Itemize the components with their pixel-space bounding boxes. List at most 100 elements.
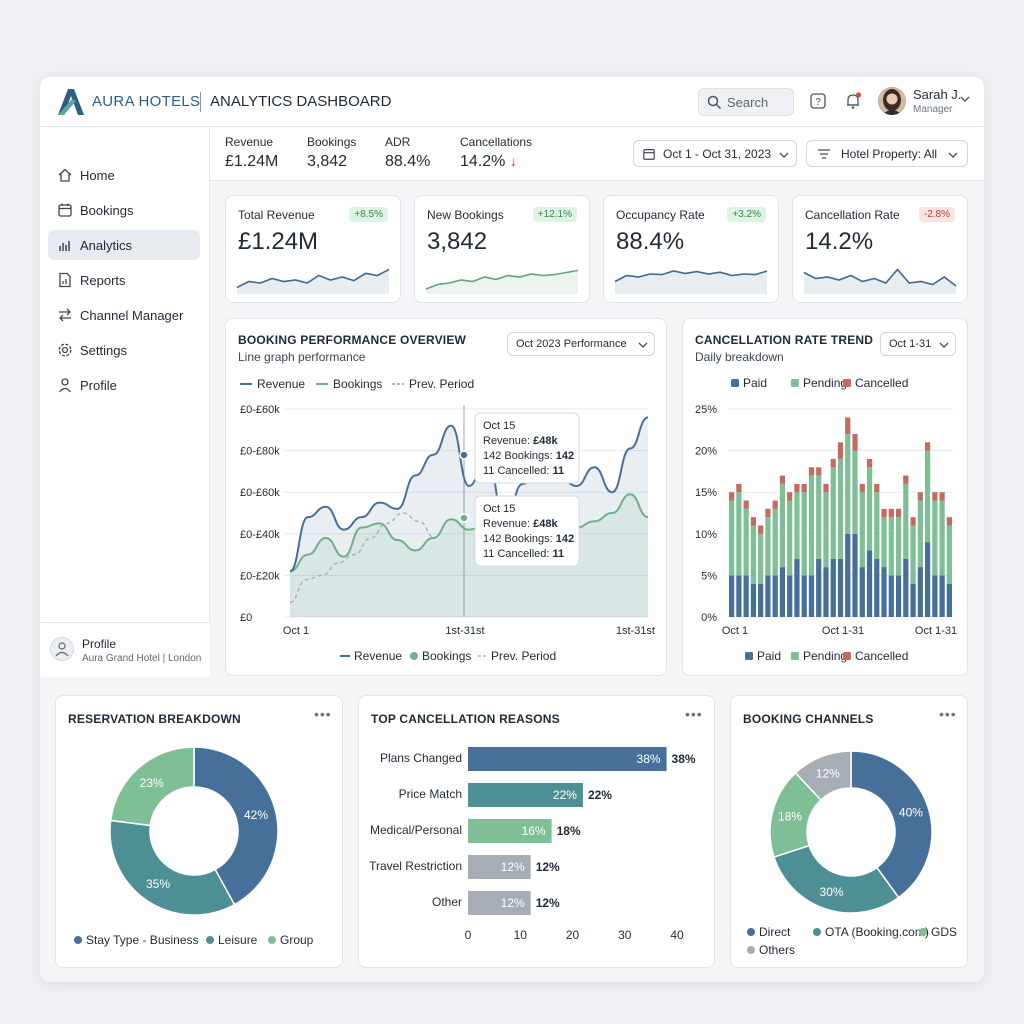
category-label: Travel Restriction: [369, 859, 462, 873]
tooltip-label: Revenue:: [483, 435, 533, 447]
tooltip-value: 11: [553, 548, 565, 560]
sidebar-item-reports[interactable]: Reports: [48, 265, 200, 295]
more-options-icon[interactable]: •••: [685, 706, 703, 722]
report-icon: [59, 272, 71, 288]
sparkline-area: [615, 271, 767, 294]
chart-title: TOP CANCELLATION REASONS: [371, 712, 560, 726]
kpi-label: Total Revenue: [238, 208, 315, 222]
x-tick-label: 10: [514, 928, 528, 942]
bar-pending: [845, 433, 851, 534]
sidebar-item-channel-manager[interactable]: Channel Manager: [48, 300, 200, 330]
performance-dropdown[interactable]: Oct 2023 Performance: [507, 332, 655, 356]
kpi-delta-badge: -2.8%: [918, 207, 955, 222]
chart-subtitle: Line graph performance: [238, 350, 366, 364]
chevron-down-icon[interactable]: [960, 95, 970, 103]
sparkline-area: [804, 269, 956, 294]
x-tick-label: Oct 1-31: [822, 625, 864, 637]
date-dropdown[interactable]: Oct 1-31: [880, 332, 956, 356]
bar-inner-label: 16%: [522, 824, 546, 838]
summary-value: 88.4%: [385, 153, 431, 170]
kpi-value: 3,842: [427, 228, 488, 255]
avatar[interactable]: [878, 87, 906, 115]
legend-label-prev-period: Prev. Period: [409, 377, 474, 391]
bar-paid: [801, 575, 807, 617]
sidebar-profile[interactable]: Profile Aura Grand Hotel | London: [40, 622, 210, 677]
date-range-filter[interactable]: Oct 1 - Oct 31, 2023: [633, 140, 797, 167]
kpi-card-bookings[interactable]: New Bookings +12.1% 3,842: [414, 195, 590, 303]
legend-swatch: [206, 936, 214, 944]
bar-pending: [750, 525, 757, 584]
user-name[interactable]: Sarah J.: [913, 87, 962, 102]
legend-label: Direct: [759, 925, 791, 939]
bar-paid: [910, 583, 916, 617]
bar-pending: [917, 500, 923, 568]
bar-cancelled: [743, 500, 749, 509]
more-options-icon[interactable]: •••: [314, 706, 332, 722]
sparkline-area: [426, 270, 578, 294]
sidebar-item-settings[interactable]: Settings: [48, 335, 200, 365]
kpi-label: Occupancy Rate: [616, 208, 705, 222]
sidebar-item-label: Settings: [80, 343, 127, 358]
legend-swatch: [791, 652, 799, 660]
summary-label: ADR: [385, 135, 411, 149]
bar-cancelled: [808, 467, 815, 476]
sidebar-item-profile[interactable]: Profile: [48, 370, 200, 400]
tooltip-label: Revenue:: [483, 518, 533, 530]
property-filter[interactable]: Hotel Property: All: [806, 140, 968, 167]
filter-icon: [818, 149, 830, 159]
sidebar-item-home[interactable]: Home: [48, 160, 200, 190]
app-window: AURA HOTELS ANALYTICS DASHBOARD Search ?…: [40, 77, 984, 982]
bar-paid: [924, 542, 931, 617]
series-line-revenue: [289, 416, 649, 573]
legend-label: Others: [759, 943, 795, 957]
kpi-card-cancellation[interactable]: Cancellation Rate -2.8% 14.2%: [792, 195, 968, 303]
legend-label-prev-period: Prev. Period: [491, 649, 556, 663]
bar-paid: [903, 558, 909, 617]
user-icon: [58, 378, 72, 393]
legend-label-pending: Pending: [803, 376, 847, 390]
bar-cancelled: [816, 467, 822, 476]
kpi-card-revenue[interactable]: Total Revenue +8.5% £1.24M: [225, 195, 401, 303]
x-tick-label: 30: [618, 928, 632, 942]
kpi-delta-badge: +12.1%: [532, 207, 577, 222]
tooltip-value: 142: [556, 533, 574, 545]
bar-pending: [881, 517, 887, 568]
bar-pending: [779, 483, 786, 568]
y-tick-label: £0-£40k: [240, 529, 280, 541]
series-line-bookings: [289, 493, 649, 573]
brand-name[interactable]: AURA HOTELS: [92, 93, 201, 110]
bar-cancelled: [736, 483, 742, 493]
search-icon: [707, 95, 722, 110]
more-options-icon[interactable]: •••: [939, 706, 957, 722]
legend-label-bookings: Bookings: [422, 649, 471, 663]
summary-label: Bookings: [307, 135, 357, 149]
tooltip-value: 11: [553, 465, 565, 477]
donut-slice: [193, 746, 279, 906]
search-input[interactable]: Search: [698, 88, 794, 116]
bar-cancelled: [830, 458, 836, 468]
bar-inner-label: 12%: [501, 860, 525, 874]
bar-paid: [939, 575, 945, 617]
bell-icon[interactable]: [844, 92, 862, 110]
sidebar-item-label: Bookings: [80, 203, 134, 218]
donut-slice: [850, 750, 933, 899]
user-role: Manager: [913, 104, 953, 115]
sparkline-line: [425, 269, 579, 290]
bar-value-label: 18%: [557, 824, 581, 838]
sidebar-item-bookings[interactable]: Bookings: [48, 195, 200, 225]
dropdown-label: Oct 2023 Performance: [516, 338, 627, 350]
bar-cancelled: [837, 442, 844, 459]
sidebar-item-analytics[interactable]: Analytics: [48, 230, 200, 260]
kpi-card-occupancy[interactable]: Occupancy Rate +3.2% 88.4%: [603, 195, 779, 303]
sidebar-item-label: Home: [80, 168, 115, 183]
help-icon[interactable]: ?: [810, 93, 826, 109]
bar-cancelled: [903, 475, 909, 484]
sparkline-area: [237, 269, 389, 294]
bar-paid: [736, 575, 742, 617]
summary-bookings: Bookings 3,842: [307, 135, 356, 171]
tooltip-value: 142: [556, 450, 574, 462]
chart-subtitle: Daily breakdown: [695, 350, 784, 364]
legend-label: Stay Type - Business: [86, 933, 199, 947]
bar-paid: [888, 575, 894, 617]
kpi-sparkline: [614, 270, 768, 294]
